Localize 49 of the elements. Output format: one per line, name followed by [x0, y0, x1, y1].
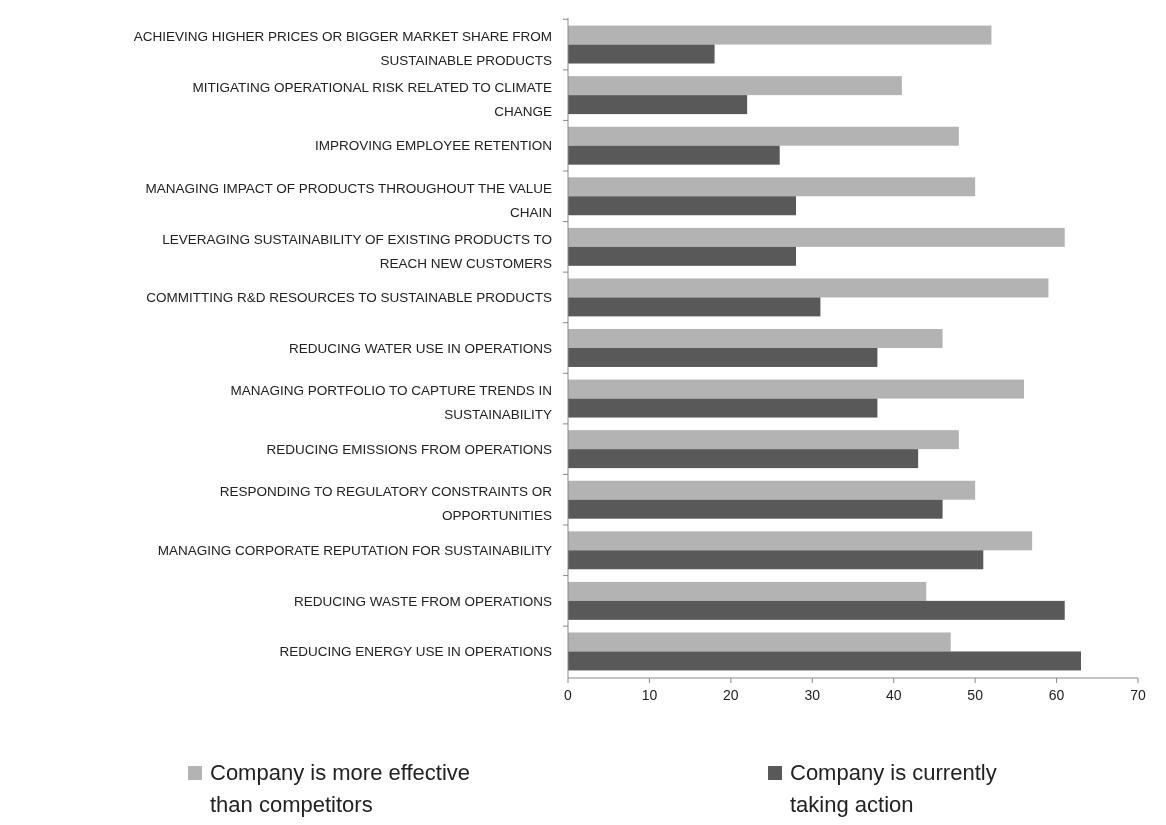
legend-label: Company is more effective than competitors: [210, 760, 471, 817]
bar: [568, 379, 1024, 399]
x-tick-label: 70: [1130, 687, 1146, 703]
x-tick-label: 60: [1048, 687, 1065, 703]
x-tick-label: 50: [967, 687, 984, 703]
bar: [568, 581, 927, 601]
bar: [568, 449, 919, 469]
y-tick-label: MANAGING PORTFOLIO TO CAPTURE TRENDS IN SUSTAINABILITY: [230, 383, 552, 423]
bar: [568, 600, 1065, 620]
y-tick-label: IMPROVING EMPLOYEE RETENTION: [314, 138, 552, 154]
bar: [568, 76, 902, 96]
y-tick-label: REDUCING WASTE FROM OPERATIONS: [293, 593, 552, 609]
legend-label: Company is currently taking action: [790, 760, 997, 817]
bar: [568, 550, 984, 570]
bar: [568, 177, 976, 197]
bar: [568, 632, 951, 652]
y-tick-label: COMMITTING R&D RESOURCES TO SUSTAINABLE PRODUCTS: [146, 290, 552, 306]
bar: [568, 430, 959, 450]
bar: [568, 531, 1033, 551]
x-tick-label: 20: [723, 687, 739, 703]
bar: [568, 398, 878, 418]
y-tick-label: LEVERAGING SUSTAINABILITY OF EXISTING PRODUCTS TO REACH NEW CUSTOMERS: [162, 231, 552, 271]
bar: [568, 95, 748, 115]
bar: [568, 145, 780, 165]
bar: [568, 196, 796, 216]
y-tick-label: ACHIEVING HIGHER PRICES OR BIGGER MARKET SHARE FROM SUSTAINABLE PRODUCTS: [133, 29, 552, 69]
bar: [568, 44, 715, 64]
y-tick-label: MANAGING IMPACT OF PRODUCTS THROUGHOUT THE VALUE CHAIN: [145, 181, 552, 220]
bar: [568, 651, 1081, 671]
y-tick-label: RESPONDING TO REGULATORY CONSTRAINTS OR OPPORTUNITIES: [219, 484, 553, 524]
x-tick-label: 0: [564, 687, 573, 703]
bar: [568, 329, 943, 348]
y-tick-label: REDUCING ENERGY USE IN OPERATIONS: [279, 644, 552, 660]
bar: [568, 126, 959, 146]
bar: [568, 480, 976, 500]
x-tick-label: 40: [885, 687, 902, 703]
y-tick-label: REDUCING WATER USE IN OPERATIONS: [288, 340, 552, 356]
bar: [568, 278, 1049, 298]
x-tick-label: 10: [641, 687, 658, 703]
y-tick-label: MANAGING CORPORATE REPUTATION FOR SUSTAINABILITY: [157, 543, 552, 559]
bar: [568, 499, 943, 519]
x-tick-label: 30: [804, 687, 821, 703]
bar: [568, 227, 1065, 247]
y-tick-label: MITIGATING OPERATIONAL RISK RELATED TO CLIMATE CHANGE: [192, 79, 552, 119]
bar: [568, 246, 796, 266]
y-tick-label: REDUCING EMISSIONS FROM OPERATIONS: [266, 441, 552, 457]
bar: [568, 297, 821, 317]
bar: [568, 348, 878, 367]
bar: [568, 25, 992, 45]
